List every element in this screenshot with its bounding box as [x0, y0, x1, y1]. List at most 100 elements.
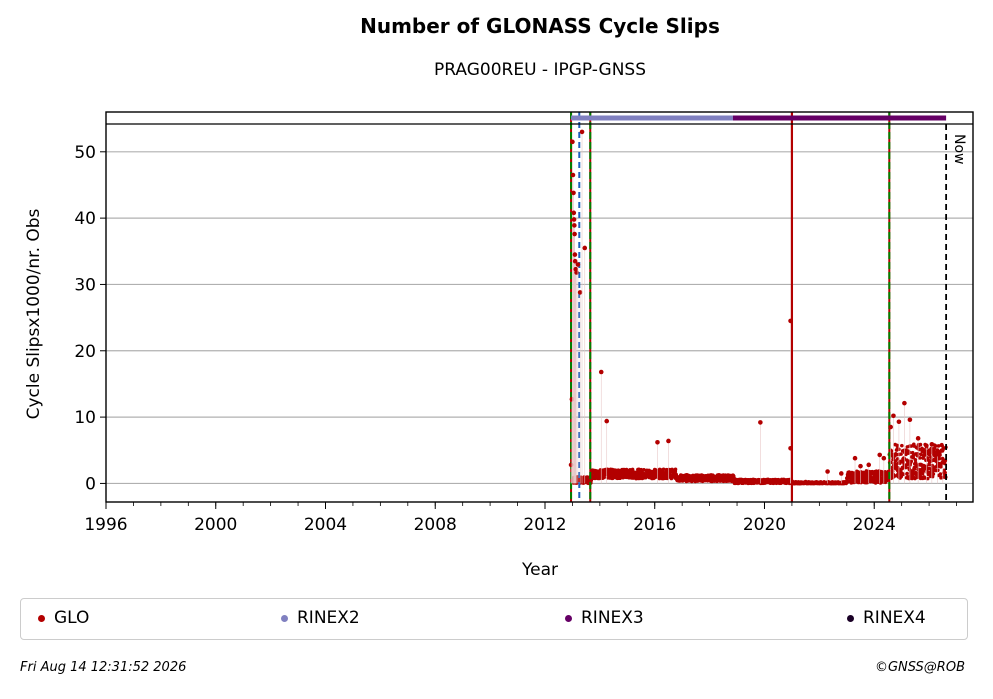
- legend-item-rinex4: RINEX4: [847, 608, 926, 628]
- data-point: [575, 262, 581, 267]
- data-point: [571, 190, 576, 196]
- data-point: [803, 479, 808, 485]
- chart-subtitle: PRAG00REU - IPGP-GNSS: [434, 60, 646, 80]
- legend-marker: [565, 614, 572, 622]
- data-point: [911, 472, 915, 476]
- chart-svg: 0 10 20 30 40 50 1996 2000 2004 2008 2012 2016 2020 2…: [24, 111, 974, 580]
- y-axis-label: Cycle Slipsx1000/nr. Obs: [24, 208, 44, 419]
- y-tick-label: 40: [74, 209, 96, 229]
- data-point: [858, 463, 863, 469]
- data-point: [922, 476, 927, 480]
- data-point: [935, 451, 940, 457]
- data-point: [902, 400, 907, 406]
- data-point: [936, 444, 941, 448]
- data-point: [582, 245, 588, 251]
- data-point: [604, 418, 610, 424]
- legend-marker: [281, 614, 288, 622]
- data-point: [890, 469, 895, 474]
- y-tick-label: 20: [74, 342, 96, 362]
- data-point: [925, 476, 930, 481]
- x-tick-label: 1996: [84, 515, 127, 535]
- data-point: [907, 417, 913, 423]
- data-point: [896, 419, 902, 425]
- data-point: [936, 468, 940, 473]
- grid-lines: [106, 151, 973, 485]
- data-point: [899, 452, 903, 456]
- x-tick-label: 2004: [304, 515, 347, 535]
- footer-timestamp: Fri Aug 14 12:31:52 2026: [20, 660, 187, 675]
- data-point: [938, 472, 943, 476]
- data-point: [673, 467, 678, 472]
- chart-title: Number of GLONASS Cycle Slips: [360, 14, 720, 38]
- data-point: [572, 252, 578, 257]
- legend-label: GLO: [54, 608, 90, 628]
- legend-marker: [847, 614, 854, 622]
- x-tick-label: 2012: [523, 515, 566, 535]
- legend-label: RINEX4: [863, 608, 926, 628]
- y-tick-label: 0: [85, 474, 96, 494]
- data-point: [915, 452, 920, 456]
- data-point: [570, 139, 575, 145]
- data-point: [666, 438, 671, 444]
- data-point: [579, 129, 585, 135]
- data-point: [918, 442, 923, 447]
- data-point: [570, 172, 576, 178]
- data-point: [577, 290, 583, 295]
- data-point: [572, 258, 578, 264]
- x-axis-label: Year: [521, 560, 558, 580]
- data-point: [895, 457, 900, 461]
- data-point: [655, 440, 660, 445]
- data-point: [825, 469, 830, 474]
- legend-item-glo: GLO: [38, 608, 89, 628]
- data-point: [909, 459, 914, 464]
- data-point: [903, 465, 908, 470]
- data-point: [940, 459, 946, 465]
- data-point: [866, 462, 872, 468]
- data-point: [877, 452, 883, 458]
- data-point: [571, 210, 577, 216]
- legend: GLO RINEX2 RINEX3 RINEX4: [20, 598, 968, 640]
- data-point: [881, 455, 887, 461]
- legend-label: RINEX3: [581, 608, 644, 628]
- data-point: [919, 452, 923, 457]
- data-bands: [570, 442, 948, 486]
- data-point: [939, 464, 943, 469]
- legend-label: RINEX2: [297, 608, 360, 628]
- x-tick-label: 2000: [194, 515, 237, 535]
- data-point: [891, 413, 896, 419]
- footer-credit: ©GNSS@ROB: [874, 660, 965, 675]
- x-tick-label: 2024: [853, 515, 896, 535]
- data-point: [895, 443, 899, 448]
- data-point: [905, 471, 909, 476]
- axes: 0 10 20 30 40 50 1996 2000 2004 2008 2012 2016 2020 2…: [74, 111, 974, 535]
- x-tick-label: 2008: [414, 515, 457, 535]
- data-point: [852, 455, 858, 461]
- data-point: [602, 475, 606, 480]
- data-point: [924, 443, 929, 448]
- y-tick-label: 10: [74, 408, 96, 428]
- data-point: [930, 463, 935, 468]
- legend-marker: [38, 614, 45, 622]
- data-point: [572, 223, 577, 228]
- data-point: [598, 369, 604, 375]
- data-point: [788, 318, 793, 324]
- data-point: [661, 467, 666, 472]
- x-tick-label: 2016: [633, 515, 676, 535]
- data-point: [918, 456, 922, 460]
- data-point: [913, 458, 918, 462]
- legend-item-rinex2: RINEX2: [281, 608, 360, 628]
- y-tick-label: 50: [74, 143, 96, 163]
- data-point: [931, 472, 936, 476]
- data-point: [901, 472, 906, 477]
- data-point: [943, 470, 947, 475]
- data-point: [900, 465, 905, 470]
- data-point: [758, 420, 763, 425]
- legend-item-rinex3: RINEX3: [565, 608, 644, 628]
- axes-frame: [105, 111, 974, 503]
- data-points: [568, 129, 946, 485]
- now-label: Now: [951, 134, 967, 165]
- x-tick-label: 2020: [743, 515, 786, 535]
- data-point: [888, 424, 893, 430]
- data-point: [937, 456, 942, 461]
- data-point: [913, 460, 918, 465]
